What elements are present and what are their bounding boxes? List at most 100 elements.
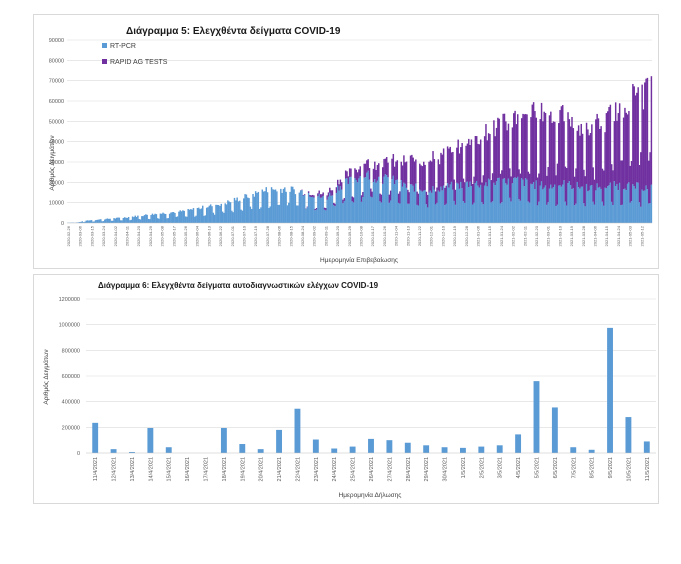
bar-rtpcr (187, 208, 189, 223)
bar-rapid-ag (548, 115, 551, 189)
bar-rtpcr (150, 214, 152, 223)
bar-rtpcr (445, 203, 448, 223)
bar-rapid-ag (513, 113, 515, 179)
bar-rapid-ag (409, 155, 412, 185)
bar-rtpcr (231, 210, 233, 223)
bar-rtpcr (612, 205, 614, 223)
bar-rtpcr (228, 201, 230, 223)
bar-rtpcr (630, 201, 633, 223)
bar-rtpcr (601, 201, 604, 223)
bar-rapid-ag (334, 203, 336, 207)
bar-rtpcr (344, 178, 347, 223)
bar-rtpcr (528, 202, 531, 223)
bar-rtpcr (532, 182, 535, 223)
bar-rtpcr (273, 189, 275, 223)
x-tick-label: 2021-01-24 (499, 225, 504, 246)
bar-rapid-ag (629, 165, 631, 203)
bar-rtpcr (462, 201, 465, 223)
bar-rtpcr (209, 204, 212, 223)
bar-rtpcr (298, 192, 301, 223)
bar-rapid-ag (329, 187, 331, 193)
bar-rapid-ag (474, 135, 477, 183)
bar-rtpcr (188, 209, 191, 223)
bar-rtpcr (315, 209, 318, 223)
bar-rtpcr (202, 205, 204, 223)
bar-rtpcr (379, 201, 381, 223)
bar-rapid-ag (335, 187, 338, 193)
bar-rtpcr (366, 172, 368, 223)
bar-rtpcr (331, 195, 334, 223)
bar-rtpcr (84, 221, 86, 223)
bar-rapid-ag (515, 124, 518, 179)
bar-rapid-ag (609, 104, 612, 183)
bar-rtpcr (360, 201, 363, 223)
bar-rapid-ag (364, 163, 367, 178)
bar-rtpcr (383, 176, 385, 223)
bar-rtpcr (272, 189, 274, 223)
bar-rtpcr (600, 188, 602, 223)
chart-6-svg: Διάγραμμα 6: Ελεγχθέντα δείγματα αυτοδια… (42, 281, 656, 499)
bar-rtpcr (340, 189, 343, 223)
x-tick-label: 2020-08-24 (300, 225, 305, 246)
bar-rtpcr (490, 202, 493, 223)
bar-rapid-ag (565, 168, 568, 206)
bar-rtpcr (178, 211, 180, 223)
bar-rapid-ag (327, 192, 330, 197)
x-tick-label: 2020-03-06 (78, 225, 83, 246)
bar-rtpcr (433, 189, 436, 223)
bar-rtpcr (101, 221, 103, 223)
bar-rtpcr (607, 186, 609, 223)
bar-rapid-ag (342, 199, 344, 204)
bar-rapid-ag (384, 158, 387, 175)
bar-rtpcr (367, 170, 369, 223)
bar-rtpcr (522, 179, 524, 223)
bar-rtpcr (595, 190, 597, 223)
bar-rtpcr (163, 213, 166, 223)
bar-rapid-ag (456, 147, 458, 183)
bar-rtpcr (98, 219, 101, 223)
bar-rtpcr (162, 212, 164, 223)
bar-rapid-ag (636, 92, 638, 183)
bar-rapid-ag (628, 111, 630, 183)
bar-rapid-ag (442, 148, 445, 186)
bar-rtpcr (174, 213, 176, 223)
x-tick-label: 2020-12-19 (452, 225, 457, 246)
bar-rapid-ag (479, 139, 482, 185)
x-tick-label: 5/5/2021 (534, 457, 540, 478)
x-tick-label: 2020-11-13 (405, 225, 410, 246)
bar-rtpcr (104, 219, 106, 223)
bar-rtpcr (624, 188, 626, 223)
bar-rtpcr (620, 205, 622, 223)
bar-rapid-ag (383, 159, 385, 177)
bar-rapid-ag (441, 154, 444, 191)
bar-rapid-ag (509, 168, 511, 198)
bar-rtpcr (524, 178, 527, 223)
bar-rapid-ag (401, 165, 404, 187)
chart-5-y-label: Αριθμός Δειγμάτων (48, 135, 56, 190)
bar-rapid-ag (576, 130, 579, 182)
x-tick-label: 2020-11-22 (417, 225, 422, 246)
bar-rtpcr (356, 182, 359, 223)
bar-rapid-ag (481, 182, 483, 203)
bar-rapid-ag (526, 114, 528, 180)
bar-rtpcr (575, 203, 577, 223)
bar-rapid-ag (485, 124, 487, 183)
bar-rtpcr (112, 220, 114, 223)
bar-rapid-ag (503, 113, 506, 179)
bar-rtpcr (591, 185, 593, 223)
bar-rtpcr (348, 177, 351, 223)
bar-rapid-ag (415, 159, 417, 184)
bar-rtpcr (293, 189, 295, 223)
bar-rtpcr (317, 196, 319, 223)
bar-rtpcr (518, 199, 520, 223)
x-tick-label: 10/5/2021 (626, 457, 632, 481)
bar-rapid-ag (591, 124, 593, 186)
bar-rtpcr (391, 179, 393, 223)
bar-rapid-ag (502, 113, 504, 179)
bar-rapid-ag (473, 176, 475, 203)
bar-rtpcr (250, 208, 253, 223)
bar-rtpcr (494, 185, 496, 223)
bar-rapid-ag (482, 175, 485, 205)
bar-rapid-ag (454, 189, 457, 205)
bar-rtpcr (129, 220, 131, 223)
